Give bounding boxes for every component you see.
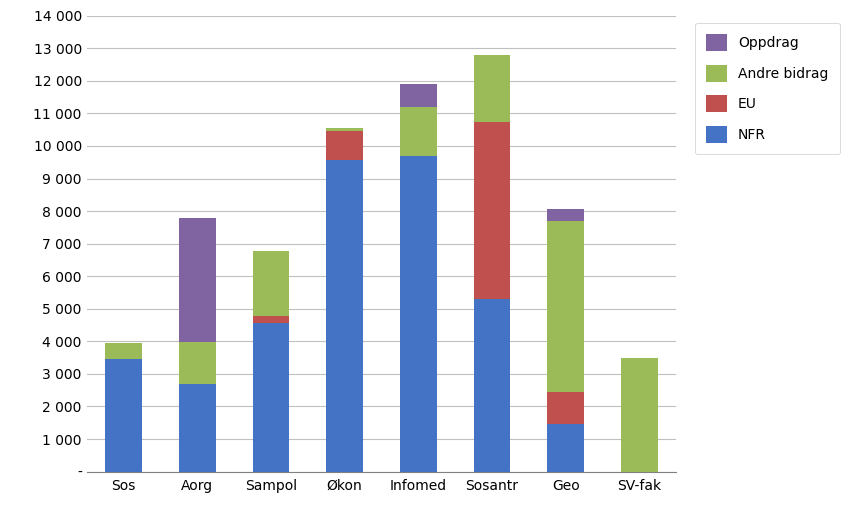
Bar [547,221,584,392]
Bar [252,251,290,316]
Bar [252,316,290,323]
Bar [105,359,142,472]
Bar [547,424,584,472]
Bar [547,392,584,424]
Bar [326,131,363,160]
Bar [400,107,437,156]
Bar [473,122,511,299]
Bar [326,128,363,131]
Bar [400,84,437,107]
Bar [179,384,216,472]
Bar [252,323,290,472]
Bar [179,218,216,342]
Bar [179,342,216,384]
Bar [105,343,142,359]
Bar [473,299,511,472]
Bar [547,210,584,221]
Bar [621,357,658,472]
Bar [400,156,437,472]
Bar [473,55,511,122]
Bar [326,160,363,472]
Legend: Oppdrag, Andre bidrag, EU, NFR: Oppdrag, Andre bidrag, EU, NFR [695,23,839,155]
